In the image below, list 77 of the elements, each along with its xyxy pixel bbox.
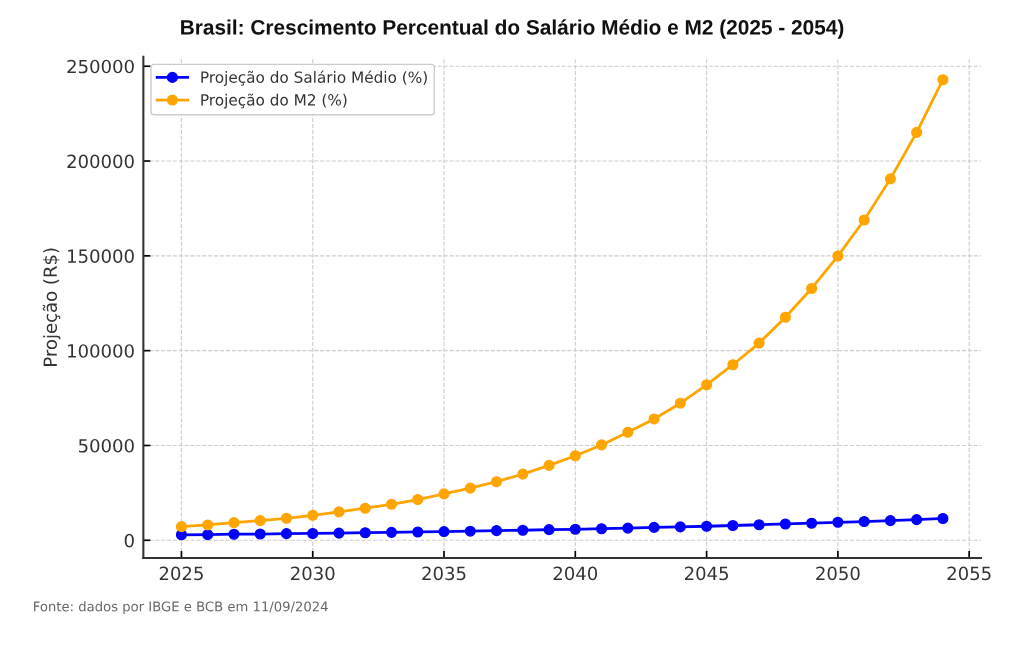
point	[333, 527, 345, 539]
point	[779, 518, 791, 530]
point	[674, 521, 686, 533]
point	[333, 506, 345, 518]
point	[701, 520, 713, 532]
point	[359, 527, 371, 539]
point	[359, 502, 371, 514]
point	[490, 476, 503, 488]
point	[569, 523, 581, 535]
source-note: Fonte: dados por IBGE e BCB em 11/09/2024	[34, 601, 328, 614]
point	[911, 126, 923, 138]
point	[832, 516, 844, 528]
x-tick-label: 2055	[947, 566, 991, 581]
point	[622, 522, 634, 534]
point	[412, 493, 424, 506]
point	[517, 524, 529, 536]
point	[674, 397, 686, 409]
x-tick-label: 2030	[291, 566, 335, 581]
point	[254, 528, 266, 540]
point	[175, 521, 187, 533]
point	[385, 498, 398, 510]
point	[648, 521, 660, 533]
y-tick-label: 150000	[68, 249, 134, 263]
point	[438, 526, 450, 538]
y-axis-title: Projeção (R$)	[42, 248, 61, 366]
point	[596, 523, 608, 535]
legend-label: Projeção do Salário Médio (%)	[201, 70, 427, 86]
point	[517, 468, 529, 480]
point	[858, 214, 870, 226]
point	[884, 515, 896, 527]
point	[832, 250, 844, 262]
point	[569, 450, 581, 462]
y-tick-label: 100000	[68, 344, 134, 358]
chart-title: Brasil: Crescimento Percentual do Salário Médio e M2 (2025 - 2054)	[181, 19, 844, 39]
point	[412, 526, 424, 538]
point	[307, 527, 319, 540]
y-tick-label: 0	[124, 533, 134, 548]
point	[911, 514, 923, 526]
point	[622, 426, 634, 438]
point	[858, 515, 870, 528]
point	[779, 311, 791, 323]
point	[464, 482, 476, 494]
point	[596, 439, 608, 451]
point	[937, 512, 949, 525]
x-tick-label: 2040	[553, 566, 598, 581]
point	[727, 519, 739, 532]
point	[280, 512, 293, 524]
point	[228, 528, 240, 540]
x-tick-label: 2035	[422, 566, 466, 581]
point	[806, 282, 818, 295]
x-tick-label: 2045	[684, 566, 728, 581]
point	[753, 519, 765, 531]
point	[884, 173, 896, 185]
point	[727, 359, 739, 371]
point	[753, 337, 765, 349]
point	[438, 488, 450, 500]
point	[701, 379, 713, 391]
point	[490, 525, 503, 537]
point	[648, 413, 660, 425]
point	[543, 459, 555, 471]
x-tick-label: 2025	[159, 566, 203, 581]
point	[543, 524, 555, 536]
point	[464, 525, 476, 537]
y-tick-label: 50000	[78, 438, 134, 453]
point	[937, 74, 949, 86]
point	[280, 528, 293, 540]
point	[806, 517, 818, 529]
point	[254, 515, 266, 527]
point	[202, 529, 214, 541]
point	[385, 526, 398, 538]
point	[228, 517, 240, 529]
x-tick-label: 2050	[816, 566, 860, 581]
point	[202, 519, 214, 531]
legend-label: Projeção do M2 (%)	[201, 93, 347, 109]
point	[307, 509, 319, 521]
y-tick-label: 200000	[67, 154, 134, 169]
y-tick-label: 250000	[67, 59, 134, 74]
